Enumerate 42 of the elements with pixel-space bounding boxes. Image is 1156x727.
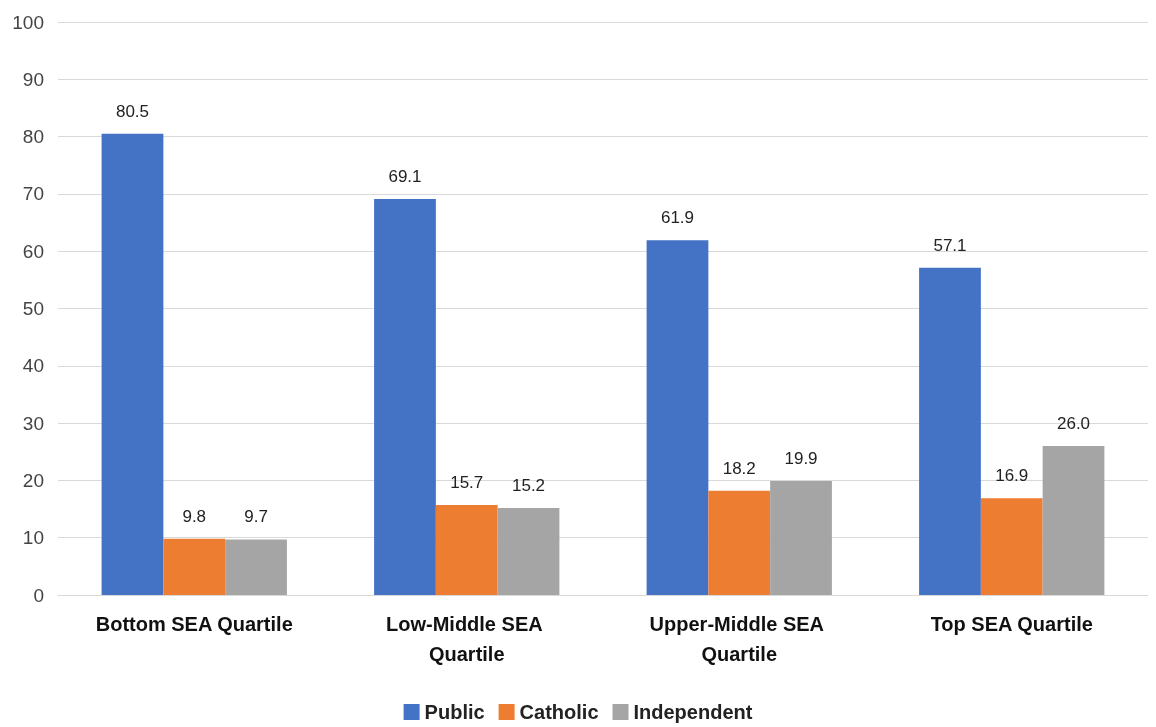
- legend-label: Independent: [633, 701, 753, 723]
- data-label: 9.7: [244, 507, 268, 527]
- bar: [497, 507, 560, 595]
- y-tick-label: 70: [22, 183, 44, 205]
- y-tick-label: 20: [22, 469, 44, 491]
- y-tick-label: 40: [22, 355, 44, 377]
- y-tick-label: 100: [12, 11, 44, 33]
- x-tick-label: Upper-Middle SEA Quartile: [649, 613, 829, 665]
- legend-label: Catholic: [519, 701, 599, 723]
- data-label: 57.1: [933, 235, 967, 255]
- y-tick-label: 50: [22, 298, 44, 319]
- bar: [101, 133, 164, 595]
- y-tick-label: 10: [22, 527, 44, 549]
- y-tick-label: 0: [33, 584, 44, 606]
- bar: [225, 539, 287, 595]
- y-tick-label: 80: [22, 126, 44, 148]
- bar: [163, 538, 226, 595]
- bar: [374, 199, 436, 595]
- x-tick-label: Low-Middle SEA Quartile: [386, 613, 548, 665]
- data-label: 15.2: [511, 475, 546, 495]
- data-label: 19.9: [784, 448, 818, 468]
- x-tick-label: Bottom SEA Quartile: [95, 613, 293, 635]
- data-label: 15.7: [450, 473, 484, 493]
- data-label: 61.9: [660, 208, 695, 228]
- bar: [919, 267, 981, 595]
- data-label: 9.8: [182, 506, 207, 526]
- data-label: 26.0: [1056, 414, 1091, 434]
- bar: [1042, 446, 1105, 595]
- bar: [980, 498, 1043, 595]
- x-tick-label: Top SEA Quartile: [930, 613, 1093, 635]
- data-label: 80.5: [115, 101, 150, 121]
- data-label: 18.2: [722, 458, 756, 478]
- y-tick-label: 90: [22, 68, 44, 90]
- bar: [646, 240, 709, 595]
- bar: [770, 480, 832, 595]
- y-tick-label: 60: [22, 240, 44, 262]
- bar: [708, 490, 771, 595]
- data-label: 69.1: [388, 167, 422, 187]
- y-tick-label: 30: [22, 412, 44, 434]
- legend-label: Public: [424, 701, 485, 723]
- bar: [435, 505, 498, 595]
- data-label: 16.9: [995, 466, 1029, 486]
